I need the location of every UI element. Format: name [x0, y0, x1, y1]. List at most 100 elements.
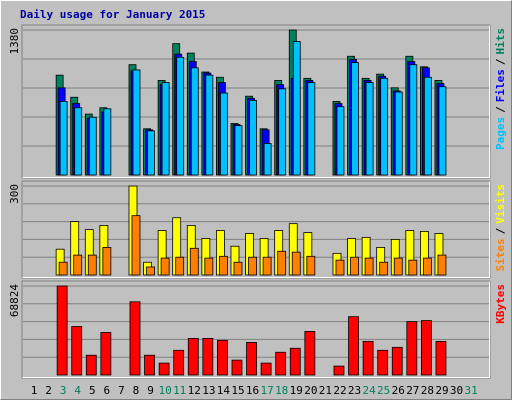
x-tick-label: 16 [246, 384, 259, 397]
bar [406, 321, 418, 376]
bar [306, 255, 316, 276]
legend: Pages / Files / Hits [494, 28, 507, 150]
bar [364, 257, 374, 276]
panel-bevel [22, 281, 490, 378]
x-tick-label: 17 [260, 384, 273, 397]
bar [350, 256, 359, 276]
bar [393, 257, 403, 276]
bar [277, 250, 287, 276]
bar [420, 320, 432, 376]
bar [348, 316, 359, 376]
bar [190, 67, 199, 176]
bar [205, 74, 214, 176]
x-tick-label: 10 [159, 384, 172, 397]
x-tick-label: 11 [173, 384, 186, 397]
x-tick-label: 2 [45, 384, 52, 397]
bar [85, 354, 97, 376]
bar [129, 301, 141, 376]
bar [391, 346, 403, 376]
legend-entry: Visits [494, 184, 507, 224]
bar [71, 326, 83, 376]
legend: Sites / Visits [494, 184, 507, 272]
panel-bevel [22, 25, 490, 178]
bar [351, 62, 359, 176]
x-tick-label: 14 [217, 384, 231, 397]
bar [377, 349, 389, 376]
y-tick-label: 1380 [8, 28, 21, 55]
bar [74, 107, 83, 176]
x-tick-label: 9 [147, 384, 154, 397]
bar [289, 347, 301, 376]
bar [220, 92, 228, 176]
bar [132, 69, 141, 176]
x-tick-label: 30 [450, 384, 463, 397]
bar [262, 256, 272, 276]
bar [435, 340, 447, 376]
x-tick-label: 8 [133, 384, 140, 397]
x-tick-label: 7 [118, 384, 125, 397]
bar [103, 108, 112, 176]
bar [291, 251, 301, 276]
bar [88, 116, 97, 176]
x-tick-label: 24 [362, 384, 376, 397]
legend-separator: / [494, 227, 507, 234]
bar [380, 77, 389, 176]
y-tick-label: 300 [8, 184, 21, 204]
bar [231, 359, 243, 376]
bar [260, 362, 272, 376]
x-tick-label: 18 [275, 384, 288, 397]
bar [234, 125, 243, 176]
bar [144, 354, 155, 376]
bar [365, 82, 374, 176]
bar [246, 342, 257, 376]
bar [333, 365, 345, 376]
bar [423, 76, 432, 176]
bar [161, 82, 170, 176]
bar [73, 254, 83, 276]
legend-entry: Sites [494, 238, 507, 271]
panel-bevel [22, 181, 490, 278]
bar [147, 130, 155, 176]
bar [102, 247, 112, 276]
x-tick-label: 3 [60, 384, 67, 397]
x-tick-label: 6 [104, 384, 111, 397]
bar [408, 259, 418, 276]
bar [219, 255, 228, 276]
bar [275, 351, 287, 376]
bar [304, 331, 316, 376]
bar [263, 143, 272, 176]
bar [160, 257, 170, 276]
bar [233, 261, 243, 276]
bar [362, 340, 374, 376]
bar [59, 101, 68, 176]
bar [87, 254, 97, 276]
x-tick-label: 28 [421, 384, 434, 397]
bar [422, 257, 432, 276]
bar [379, 261, 389, 276]
legend-entry: Hits [494, 28, 507, 55]
x-tick-label: 27 [406, 384, 419, 397]
bar [307, 82, 316, 176]
bar [202, 338, 214, 376]
bar [437, 254, 447, 276]
bar [189, 247, 199, 276]
bar [131, 215, 141, 276]
bar [217, 339, 228, 376]
legend-separator: / [494, 58, 507, 65]
x-tick-label: 12 [188, 384, 201, 397]
bar [56, 285, 68, 376]
bar [173, 349, 185, 376]
bar [158, 362, 170, 376]
legend-entry: KBytes [494, 284, 507, 324]
x-tick-label: 31 [464, 384, 477, 397]
x-tick-label: 20 [304, 384, 317, 397]
bar [394, 91, 403, 176]
legend: KBytes [494, 284, 507, 324]
bar [249, 99, 257, 176]
bar [176, 56, 185, 176]
legend-separator: / [494, 106, 507, 113]
x-tick-label: 22 [333, 384, 346, 397]
x-tick-label: 19 [290, 384, 303, 397]
